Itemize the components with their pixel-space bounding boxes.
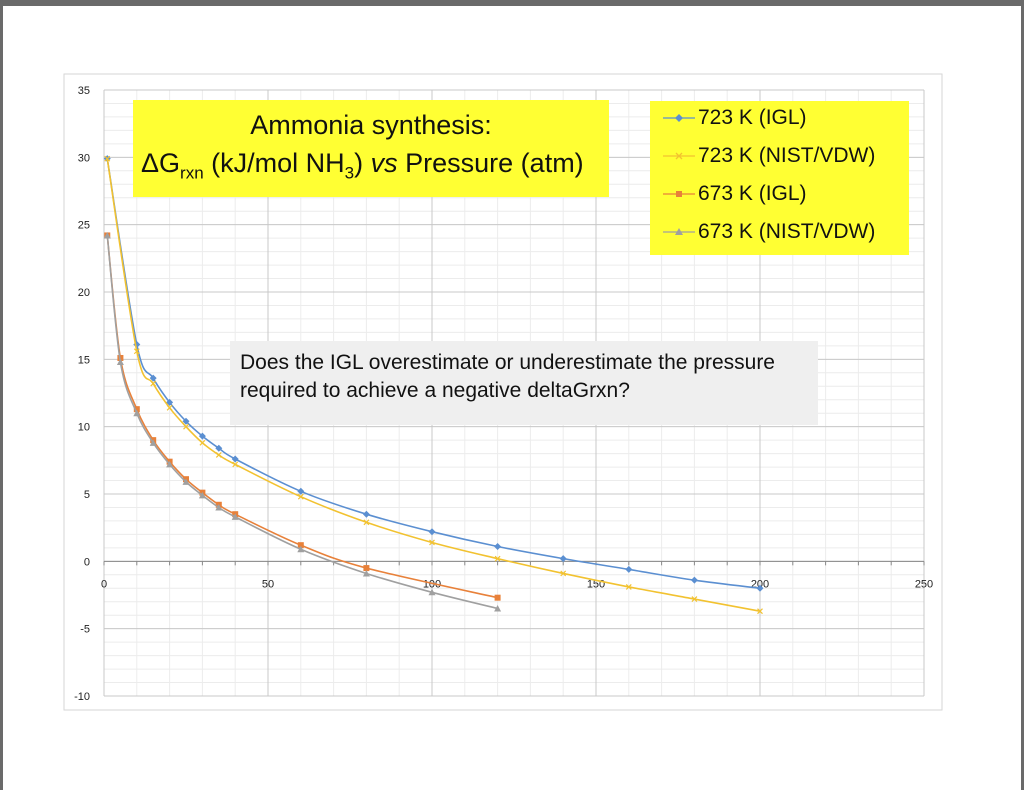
legend-label-673k-nist: 673 K (NIST/VDW) <box>698 220 876 243</box>
x-axis <box>103 560 925 566</box>
data-point <box>362 510 370 518</box>
data-point <box>756 584 764 592</box>
data-point <box>182 478 190 485</box>
data-point <box>428 528 436 536</box>
title-vs: vs <box>370 148 398 178</box>
x-tick-label: 250 <box>915 578 933 590</box>
data-point <box>690 576 698 584</box>
y-tick-label: 5 <box>84 489 90 501</box>
title-close: ) <box>354 148 371 178</box>
data-point <box>757 608 763 615</box>
annotation-box: Does the IGL overestimate or underestima… <box>230 341 818 425</box>
y-tick-label: 25 <box>78 220 90 232</box>
data-point <box>198 432 206 440</box>
data-point <box>297 487 305 495</box>
data-point <box>150 380 157 387</box>
y-tick-label: 15 <box>78 354 90 366</box>
y-tick-label: -5 <box>80 624 90 636</box>
data-point <box>149 374 157 382</box>
chart-title-box: Ammonia synthesis: ΔGrxn (kJ/mol NH3) vs… <box>133 100 609 197</box>
data-point <box>297 545 305 553</box>
title-sub-3: 3 <box>344 163 355 183</box>
data-point <box>116 358 124 366</box>
data-point <box>625 583 632 590</box>
data-point <box>363 565 370 572</box>
title-units: (kJ/mol NH <box>203 148 345 178</box>
legend-item-673k-nist: 673 K (NIST/VDW) <box>662 220 875 250</box>
data-point <box>559 555 567 563</box>
y-tick-label: 20 <box>78 287 90 299</box>
data-point <box>691 596 698 602</box>
data-point <box>232 461 239 468</box>
data-point <box>494 594 501 601</box>
data-point <box>198 491 206 499</box>
data-point <box>494 555 501 562</box>
series-line <box>106 235 498 599</box>
legend-swatch-673k-nist <box>663 228 695 236</box>
data-point <box>166 460 174 468</box>
legend: 723 K (IGL) 723 K (NIST/VDW) 673 K (IGL)… <box>650 101 909 255</box>
series-layer <box>103 155 764 615</box>
data-point <box>560 570 567 577</box>
legend-swatch-673k-igl <box>663 191 695 198</box>
y-tick-label: 35 <box>78 85 90 97</box>
data-point <box>199 439 206 446</box>
annotation-text: Does the IGL overestimate or underestima… <box>240 351 775 402</box>
window-frame-top <box>0 0 1024 6</box>
data-point <box>494 604 502 612</box>
chart-title-line2: ΔGrxn (kJ/mol NH3) vs Pressure (atm) <box>141 148 611 183</box>
data-point <box>104 155 111 162</box>
title-sub-rxn: rxn <box>180 163 204 183</box>
data-point <box>429 539 435 546</box>
legend-item-723k-nist: 723 K (NIST/VDW) <box>662 144 875 174</box>
data-point <box>494 543 502 551</box>
y-tick-labels: 35 30 25 20 15 10 5 0 -5 -10 <box>74 85 90 703</box>
data-point <box>166 404 173 411</box>
legend-label-723k-igl: 723 K (IGL) <box>698 106 807 129</box>
data-point <box>231 513 239 520</box>
y-tick-label: 10 <box>78 422 90 434</box>
data-point <box>182 417 190 425</box>
data-point <box>625 565 633 573</box>
window-frame-left <box>0 0 3 790</box>
x-tick-label: 0 <box>101 578 107 590</box>
data-point <box>231 455 239 463</box>
legend-swatch-723k-igl <box>663 114 695 123</box>
x-tick-label: 50 <box>262 578 274 590</box>
legend-item-673k-igl: 673 K (IGL) <box>662 182 807 212</box>
data-point <box>428 588 436 596</box>
data-point <box>297 493 304 500</box>
y-tick-label: 0 <box>84 556 90 568</box>
y-tick-label: -10 <box>74 691 90 703</box>
data-point <box>215 452 222 458</box>
data-point <box>133 348 140 355</box>
data-point <box>363 519 370 526</box>
data-point <box>183 423 189 430</box>
series-3 <box>103 231 502 612</box>
data-point <box>133 406 140 413</box>
data-point <box>133 409 141 417</box>
legend-label-723k-nist: 723 K (NIST/VDW) <box>698 144 876 167</box>
legend-swatch-723k-nist <box>663 152 695 160</box>
x-tick-label: 100 <box>423 578 441 590</box>
data-point <box>362 569 370 577</box>
legend-label-673k-igl: 673 K (IGL) <box>698 182 807 205</box>
title-pressure: Pressure (atm) <box>397 148 584 178</box>
data-point <box>103 231 111 239</box>
series-1 <box>104 155 763 615</box>
data-point <box>215 503 223 511</box>
title-delta-g: ΔG <box>141 148 181 178</box>
data-point <box>215 444 223 452</box>
data-point <box>149 439 157 446</box>
window-frame-right <box>1021 0 1024 790</box>
chart-title-line1: Ammonia synthesis: <box>250 110 492 140</box>
y-tick-label: 30 <box>78 152 90 164</box>
legend-item-723k-igl: 723 K (IGL) <box>662 106 807 136</box>
data-point <box>297 542 304 549</box>
